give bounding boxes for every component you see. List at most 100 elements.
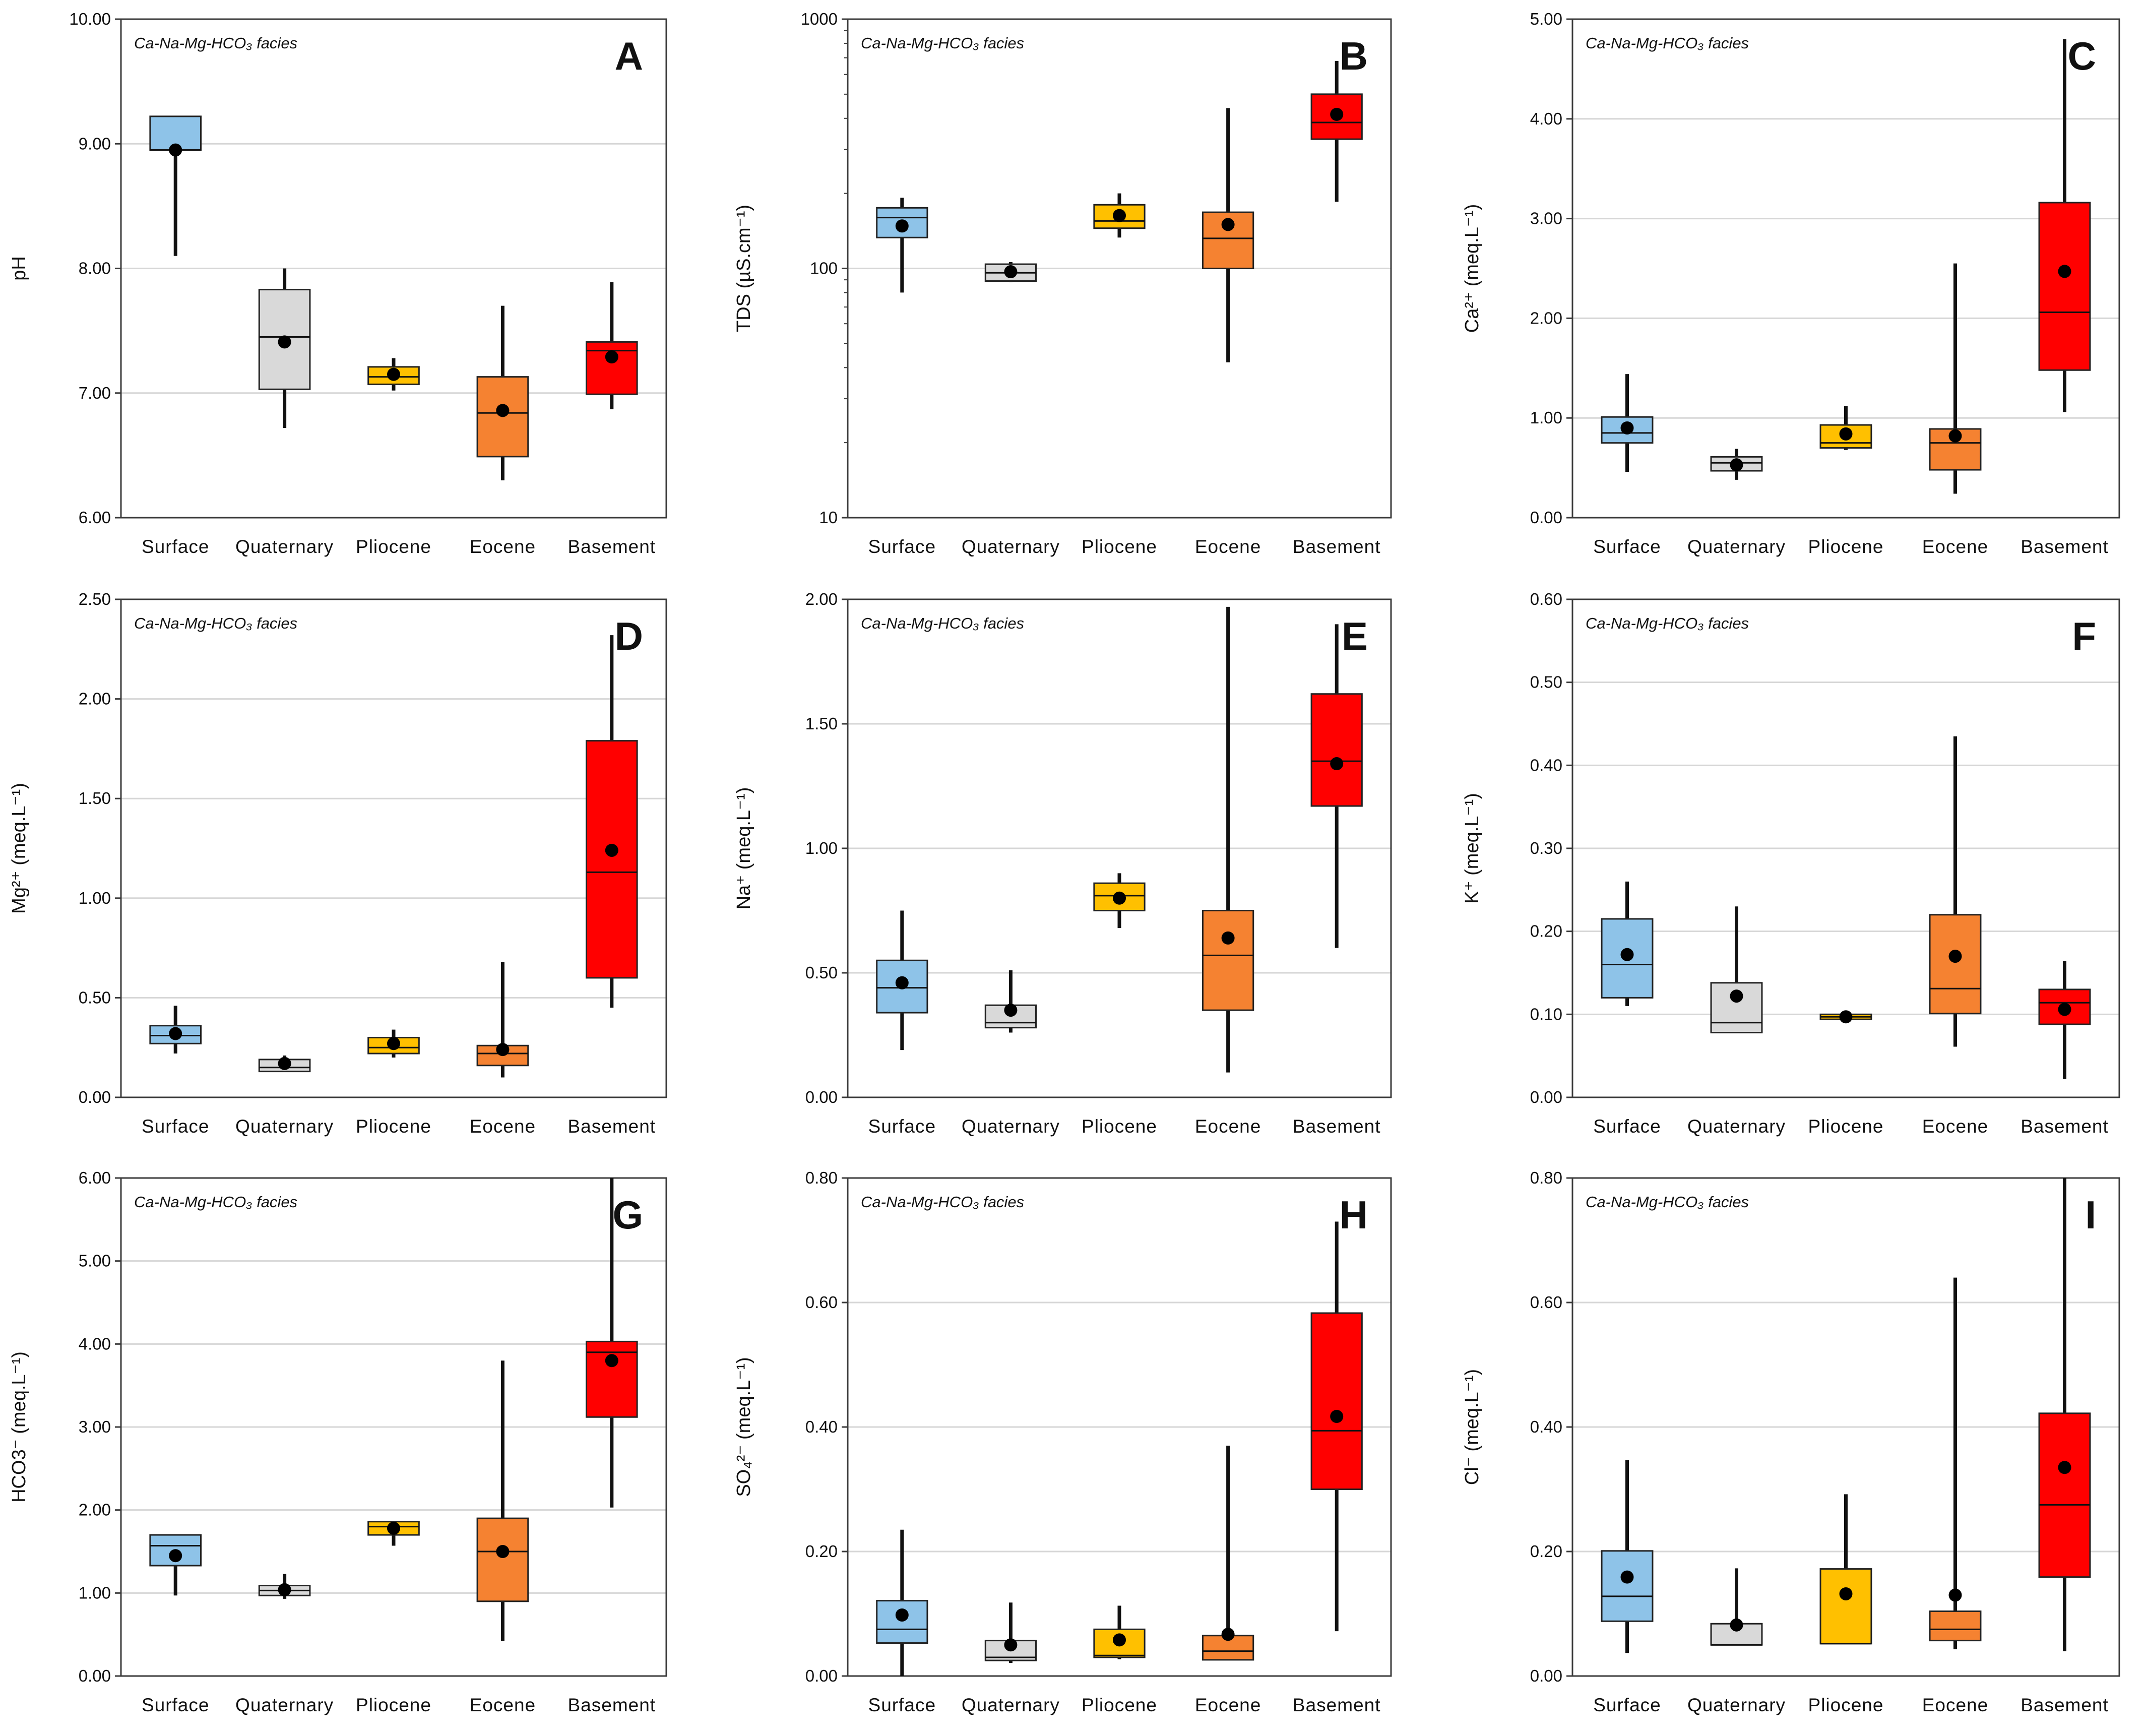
y-tick-label: 100 — [810, 259, 838, 278]
y-tick-label: 2.00 — [79, 690, 111, 708]
mean-marker — [1004, 1638, 1018, 1652]
panel-letter: B — [1340, 34, 1368, 78]
y-tick-label: 0.20 — [1530, 922, 1562, 941]
mean-marker — [1839, 1587, 1853, 1600]
mean-marker — [605, 843, 618, 857]
x-category-label: Eocene — [1922, 1116, 1989, 1137]
x-category-label: Basement — [568, 1116, 656, 1137]
panel-letter: D — [615, 614, 643, 658]
mean-marker — [1620, 421, 1634, 435]
y-tick-label: 2.00 — [805, 590, 838, 608]
box-eocene — [1202, 108, 1254, 362]
y-axis-title: SO₄²⁻ (meq.L⁻¹) — [733, 1357, 754, 1497]
y-tick-label: 9.00 — [79, 134, 111, 153]
x-category-label: Quaternary — [1687, 1116, 1786, 1137]
x-category-label: Basement — [2021, 1695, 2109, 1715]
y-tick-label: 0.60 — [805, 1293, 838, 1312]
y-tick-label: 1.50 — [79, 789, 111, 808]
y-axis-title: K⁺ (meq.L⁻¹) — [1462, 793, 1483, 904]
x-category-label: Pliocene — [1808, 1695, 1884, 1715]
x-category-label: Pliocene — [1808, 1116, 1884, 1137]
mean-marker — [895, 976, 909, 989]
box-quaternary — [1710, 1568, 1763, 1646]
y-tick-label: 3.00 — [1530, 209, 1562, 228]
facies-label: Ca-Na-Mg-HCO₃ facies — [134, 614, 297, 632]
x-category-label: Basement — [1293, 1116, 1381, 1137]
box-basement — [2038, 1178, 2091, 1651]
mean-marker — [2058, 1003, 2071, 1016]
y-tick-label: 0.00 — [1530, 1666, 1562, 1685]
y-tick-label: 2.50 — [79, 590, 111, 608]
mean-marker — [496, 1043, 510, 1057]
x-category-label: Pliocene — [1082, 536, 1157, 557]
panel-e: 0.00 0.50 1.00 1.50 2.00 Na⁺ (meq.L⁻¹) Ca-Na-M… — [733, 590, 1392, 1137]
panel-letter: G — [612, 1193, 643, 1237]
box-quaternary — [984, 262, 1037, 282]
mean-marker — [1839, 1010, 1853, 1024]
y-tick-label: 2.00 — [1530, 308, 1562, 327]
y-tick-label: 0.00 — [805, 1088, 838, 1106]
x-category-label: Pliocene — [356, 536, 431, 557]
panel-letter: H — [1340, 1193, 1368, 1237]
mean-marker — [1004, 265, 1018, 279]
box-surface — [876, 1529, 928, 1676]
facies-label: Ca-Na-Mg-HCO₃ facies — [861, 34, 1024, 52]
mean-marker — [1730, 989, 1743, 1003]
iqr-box — [476, 1517, 529, 1602]
panel-d: 0.00 0.50 1.00 1.50 2.00 2.50 Mg²⁺ (meq.L⁻¹) Ca… — [9, 590, 667, 1137]
box-surface — [149, 1006, 202, 1054]
y-tick-label: 0.20 — [805, 1542, 838, 1561]
iqr-box — [2038, 202, 2091, 371]
panel-b: 10 100 1000 TDS (µS.cm⁻¹) Ca-Na-Mg-HCO₃ faci… — [733, 10, 1392, 557]
y-tick-label: 8.00 — [79, 259, 111, 278]
panel-f: 0.00 0.10 0.20 0.30 0.40 0.50 0.60 K⁺ (meq.L⁻¹)… — [1462, 590, 2120, 1137]
box-surface — [1601, 374, 1654, 472]
mean-marker — [2058, 265, 2071, 278]
mean-marker — [387, 1521, 400, 1535]
box-eocene — [1929, 263, 1982, 494]
iqr-box — [1929, 914, 1982, 1015]
y-tick-label: 4.00 — [79, 1334, 111, 1353]
facies-label: Ca-Na-Mg-HCO₃ facies — [134, 34, 297, 52]
y-axis-title: Ca²⁺ (meq.L⁻¹) — [1462, 204, 1483, 333]
mean-marker — [2058, 1461, 2071, 1474]
mean-marker — [1330, 1410, 1344, 1423]
iqr-box — [1093, 882, 1146, 912]
x-category-label: Eocene — [1195, 536, 1261, 557]
x-category-label: Surface — [868, 1695, 936, 1715]
panel-i: 0.00 0.20 0.40 0.60 0.80 Cl⁻ (meq.L⁻¹) Ca-Na-M… — [1462, 1168, 2120, 1715]
y-tick-label: 6.00 — [79, 508, 111, 527]
box-pliocene — [367, 358, 420, 391]
mean-marker — [1948, 950, 1962, 963]
x-category-label: Surface — [1593, 1695, 1661, 1715]
y-axis-title: HCO3⁻ (meq.L⁻¹) — [9, 1351, 30, 1503]
box-pliocene — [1819, 1010, 1872, 1024]
mean-marker — [1620, 1570, 1634, 1584]
box-quaternary — [1710, 906, 1763, 1034]
panel-letter: A — [615, 34, 643, 78]
y-tick-label: 0.30 — [1530, 839, 1562, 857]
mean-marker — [496, 404, 510, 417]
y-tick-label: 0.00 — [79, 1666, 111, 1685]
iqr-box — [1929, 1610, 1982, 1642]
y-tick-label: 5.00 — [1530, 10, 1562, 28]
x-category-label: Pliocene — [1808, 536, 1884, 557]
box-basement — [1310, 60, 1363, 202]
iqr-box — [2038, 1412, 2091, 1578]
mean-marker — [1948, 1588, 1962, 1602]
facies-label: Ca-Na-Mg-HCO₃ facies — [861, 1193, 1024, 1211]
facies-label: Ca-Na-Mg-HCO₃ facies — [1586, 34, 1749, 52]
y-tick-label: 0.00 — [805, 1666, 838, 1685]
mean-marker — [387, 1037, 400, 1050]
box-surface — [149, 1534, 202, 1596]
mean-marker — [1113, 209, 1126, 222]
y-tick-label: 0.60 — [1530, 590, 1562, 608]
box-quaternary — [1710, 449, 1763, 480]
y-tick-label: 4.00 — [1530, 109, 1562, 128]
y-tick-label: 10.00 — [69, 10, 111, 28]
box-pliocene — [1819, 406, 1872, 450]
mean-marker — [1221, 931, 1235, 945]
y-tick-label: 0.10 — [1530, 1005, 1562, 1023]
mean-marker — [278, 1057, 291, 1070]
